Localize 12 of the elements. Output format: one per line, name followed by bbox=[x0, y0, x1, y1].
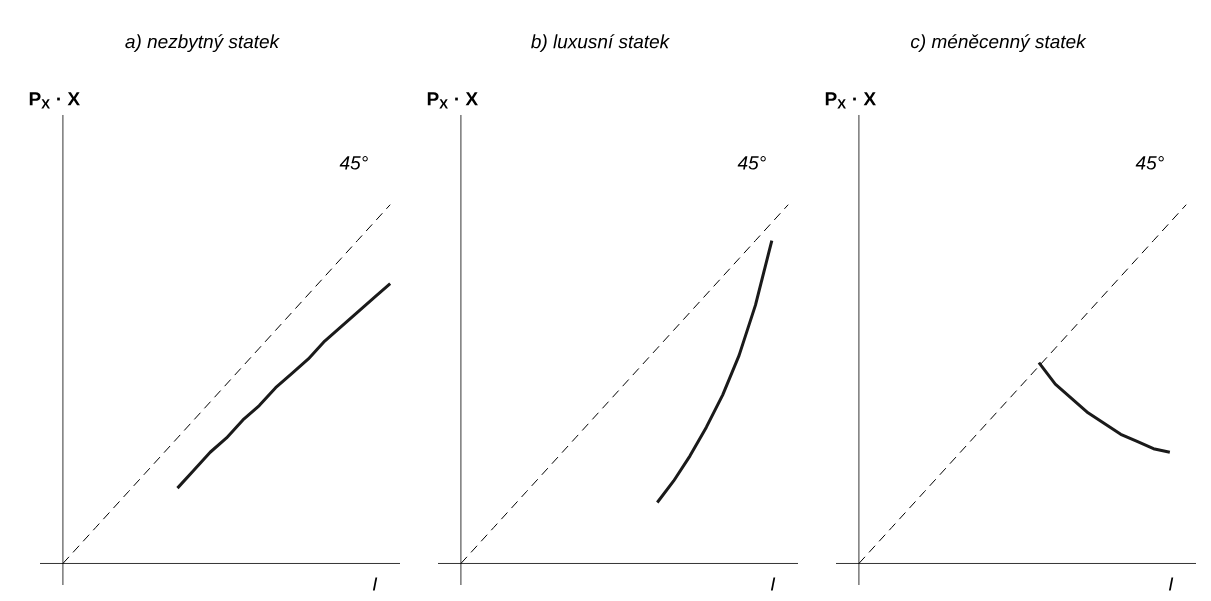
chart-title: a) nezbytný statek bbox=[125, 34, 280, 53]
y-axis-title: P$_{X}$ · X bbox=[825, 92, 876, 109]
y-axis-title: P$_{X}$ · X bbox=[427, 92, 478, 109]
text: 45° bbox=[1135, 156, 1164, 170]
text: 45° bbox=[339, 156, 368, 170]
text: 45° bbox=[737, 156, 766, 170]
x-axis-title: I bbox=[372, 577, 378, 591]
chart-title: b) luxusní statek bbox=[531, 34, 670, 53]
x-axis-title: I bbox=[1168, 577, 1174, 591]
y-axis-title: P$_{X}$ · X bbox=[29, 92, 80, 109]
x-axis-title: I bbox=[770, 577, 776, 591]
chart-title: c) méněcenný statek bbox=[910, 34, 1087, 53]
